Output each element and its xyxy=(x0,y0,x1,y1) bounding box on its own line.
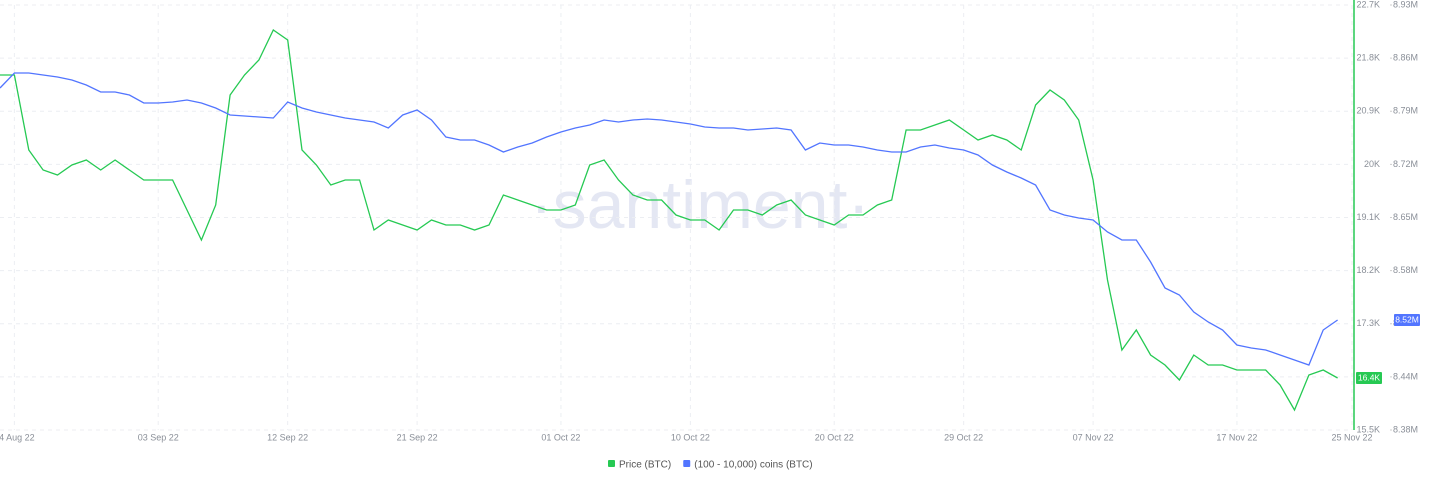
y2-tick-label: 8.86M xyxy=(1393,53,1418,63)
y2-tick-label: 8.79M xyxy=(1393,106,1418,116)
y2-tick-label: 8.65M xyxy=(1393,212,1418,222)
x-tick-label: 07 Nov 22 xyxy=(1073,432,1114,442)
watermark: ·santiment· xyxy=(530,167,870,243)
y-tick-label: 17.3K xyxy=(1356,318,1380,328)
y-tick-label: 20.9K xyxy=(1356,106,1380,116)
x-tick-label: 20 Oct 22 xyxy=(815,432,854,442)
legend-label: (100 - 10,000) coins (BTC) xyxy=(694,460,812,471)
x-tick-label: 03 Sep 22 xyxy=(138,432,179,442)
series-line xyxy=(0,72,1338,366)
x-tick-label: 25 Nov 22 xyxy=(1331,432,1372,442)
series-line xyxy=(0,29,1338,412)
y2-tick-label: 8.93M xyxy=(1393,0,1418,9)
x-tick-label: 01 Oct 22 xyxy=(541,432,580,442)
y2-tick-label: 8.72M xyxy=(1393,159,1418,169)
x-tick-label: 24 Aug 22 xyxy=(0,432,35,442)
y-tick-label: 21.8K xyxy=(1356,53,1380,63)
y2-tick-label: 8.58M xyxy=(1393,265,1418,275)
legend-label: Price (BTC) xyxy=(619,460,671,471)
x-tick-label: 10 Oct 22 xyxy=(671,432,710,442)
value-label-box xyxy=(1356,371,1382,384)
value-label-box xyxy=(1394,313,1420,326)
legend-swatch xyxy=(683,460,691,467)
y2-tick-label: 8.44M xyxy=(1393,371,1418,381)
y-tick-label: 20K xyxy=(1364,159,1380,169)
x-tick-label: 17 Nov 22 xyxy=(1216,432,1257,442)
y-tick-label: 15.5K xyxy=(1356,424,1380,434)
x-tick-label: 21 Sep 22 xyxy=(397,432,438,442)
y-tick-label: 19.1K xyxy=(1356,212,1380,222)
x-tick-label: 29 Oct 22 xyxy=(944,432,983,442)
value-label: 16.4K xyxy=(1358,373,1381,383)
legend-swatch xyxy=(608,460,615,467)
y2-tick-label: 8.38M xyxy=(1393,424,1418,434)
y-tick-label: 18.2K xyxy=(1356,265,1380,275)
x-tick-label: 12 Sep 22 xyxy=(267,432,308,442)
value-label: 8.52M xyxy=(1395,315,1419,325)
legend: Price (BTC) (100 - 10,000) coins (BTC) xyxy=(608,460,813,471)
y-tick-label: 22.7K xyxy=(1356,0,1380,9)
